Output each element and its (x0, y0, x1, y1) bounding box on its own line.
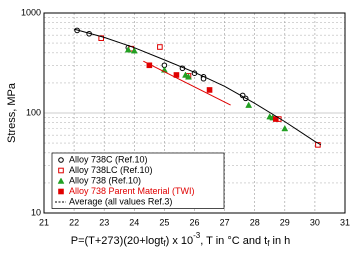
x-tick-label: 25 (159, 217, 169, 227)
x-tick-label: 24 (129, 217, 139, 227)
point (245, 101, 253, 108)
legend-swatch (58, 167, 64, 174)
legend-label: Average (all values Ref.3) (69, 196, 172, 206)
y-axis-label: Stress, MPa (6, 82, 18, 143)
x-axis-label-part: f (267, 239, 270, 248)
x-tick-label: 26 (189, 217, 199, 227)
x-axis-label-part: ) x 10 (166, 235, 194, 247)
legend-swatch (58, 157, 64, 163)
legend-box (51, 152, 225, 209)
x-tick-label: 27 (220, 217, 230, 227)
point (185, 73, 192, 80)
point (206, 87, 213, 93)
x-tick-label: 31 (340, 217, 350, 227)
x-tick-label: 29 (280, 217, 290, 227)
point (124, 46, 132, 53)
point (272, 116, 279, 122)
line (143, 60, 231, 106)
x-tick-label: 22 (69, 217, 79, 227)
legend-label: Alloy 738 (Ref.10) (69, 175, 141, 185)
x-tick-label: 21 (39, 217, 49, 227)
x-tick-label: 28 (250, 217, 260, 227)
y-tick-label: 10 (31, 207, 41, 217)
plot-frame (43, 12, 346, 214)
x-axis-label-part: P=(T+273)(20+logt (71, 235, 164, 247)
legend-swatch (58, 188, 64, 195)
x-tick-label: 23 (99, 217, 109, 227)
y-tick-label: 1000 (21, 7, 41, 17)
x-axis-label-part: -3 (193, 231, 201, 240)
x-tick-label: 30 (310, 217, 320, 227)
x-axis-label-part: , T in °C and t (200, 235, 267, 247)
x-axis-label: P=(T+273)(20+logtf) x 10-3, T in °C and … (71, 231, 291, 248)
legend-swatch (57, 177, 65, 184)
point (281, 124, 289, 132)
line (73, 28, 322, 146)
x-axis-label-part: in h (269, 235, 290, 247)
point (157, 44, 163, 50)
x-axis-label-part: f (163, 239, 166, 248)
legend-label: Alloy 738 Parent Material (TWI) (69, 186, 195, 196)
point (98, 35, 104, 41)
legend-label: Alloy 738C (Ref.10) (69, 154, 148, 164)
y-tick-label: 100 (26, 107, 41, 117)
legend-label: Alloy 738LC (Ref.10) (69, 165, 153, 175)
point (130, 47, 138, 54)
